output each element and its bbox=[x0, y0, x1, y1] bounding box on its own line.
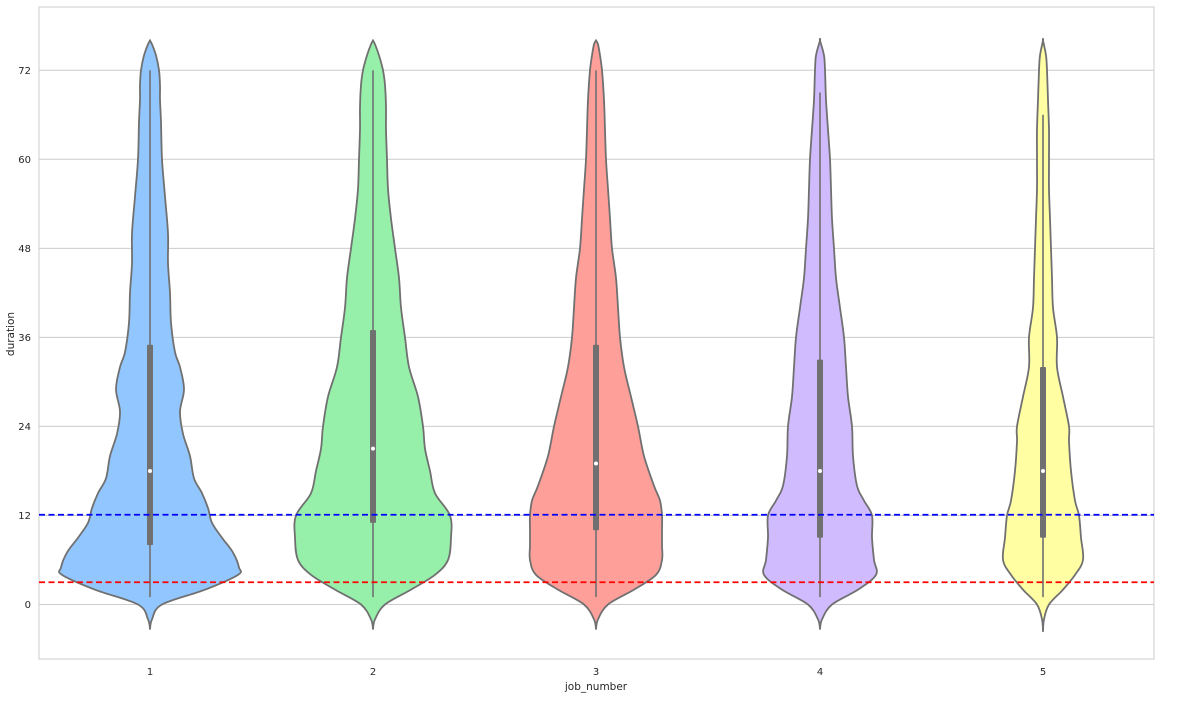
violin-group bbox=[528, 39, 664, 630]
y-tick-label: 24 bbox=[18, 422, 31, 433]
violin-median-dot bbox=[818, 468, 822, 473]
x-tick-labels: 1 2 3 4 5 bbox=[147, 667, 1046, 678]
violin-median-dot bbox=[1041, 468, 1045, 473]
violin-iqr-box bbox=[817, 359, 823, 538]
violin-group bbox=[1001, 37, 1085, 633]
violin-group bbox=[293, 39, 453, 630]
x-tick-label: 2 bbox=[370, 667, 376, 678]
violin-group bbox=[762, 37, 878, 630]
x-tick-label: 3 bbox=[593, 667, 599, 678]
violin-iqr-box bbox=[147, 344, 153, 546]
violin-iqr-box bbox=[1040, 367, 1046, 538]
violins bbox=[58, 37, 1085, 633]
y-tick-label: 60 bbox=[18, 155, 31, 166]
violin-group bbox=[58, 39, 242, 630]
x-tick-label: 1 bbox=[147, 667, 153, 678]
y-tick-label: 48 bbox=[18, 244, 31, 255]
violin-median-dot bbox=[371, 446, 375, 451]
violin-median-dot bbox=[594, 461, 598, 466]
y-tick-labels: 0 12 24 36 48 60 72 bbox=[18, 66, 31, 611]
y-tick-label: 36 bbox=[18, 333, 31, 344]
x-tick-label: 5 bbox=[1040, 667, 1046, 678]
y-axis-label: duration bbox=[5, 312, 17, 356]
violin-iqr-box bbox=[593, 344, 599, 531]
y-tick-label: 12 bbox=[18, 511, 31, 522]
violin-iqr-box bbox=[370, 329, 376, 523]
violin-median-dot bbox=[148, 468, 152, 473]
reference-lines bbox=[39, 513, 1154, 584]
x-tick-label: 4 bbox=[817, 667, 823, 678]
y-tick-label: 72 bbox=[18, 66, 31, 77]
x-axis-label: job_number bbox=[564, 681, 628, 693]
y-tick-label: 0 bbox=[25, 600, 31, 611]
